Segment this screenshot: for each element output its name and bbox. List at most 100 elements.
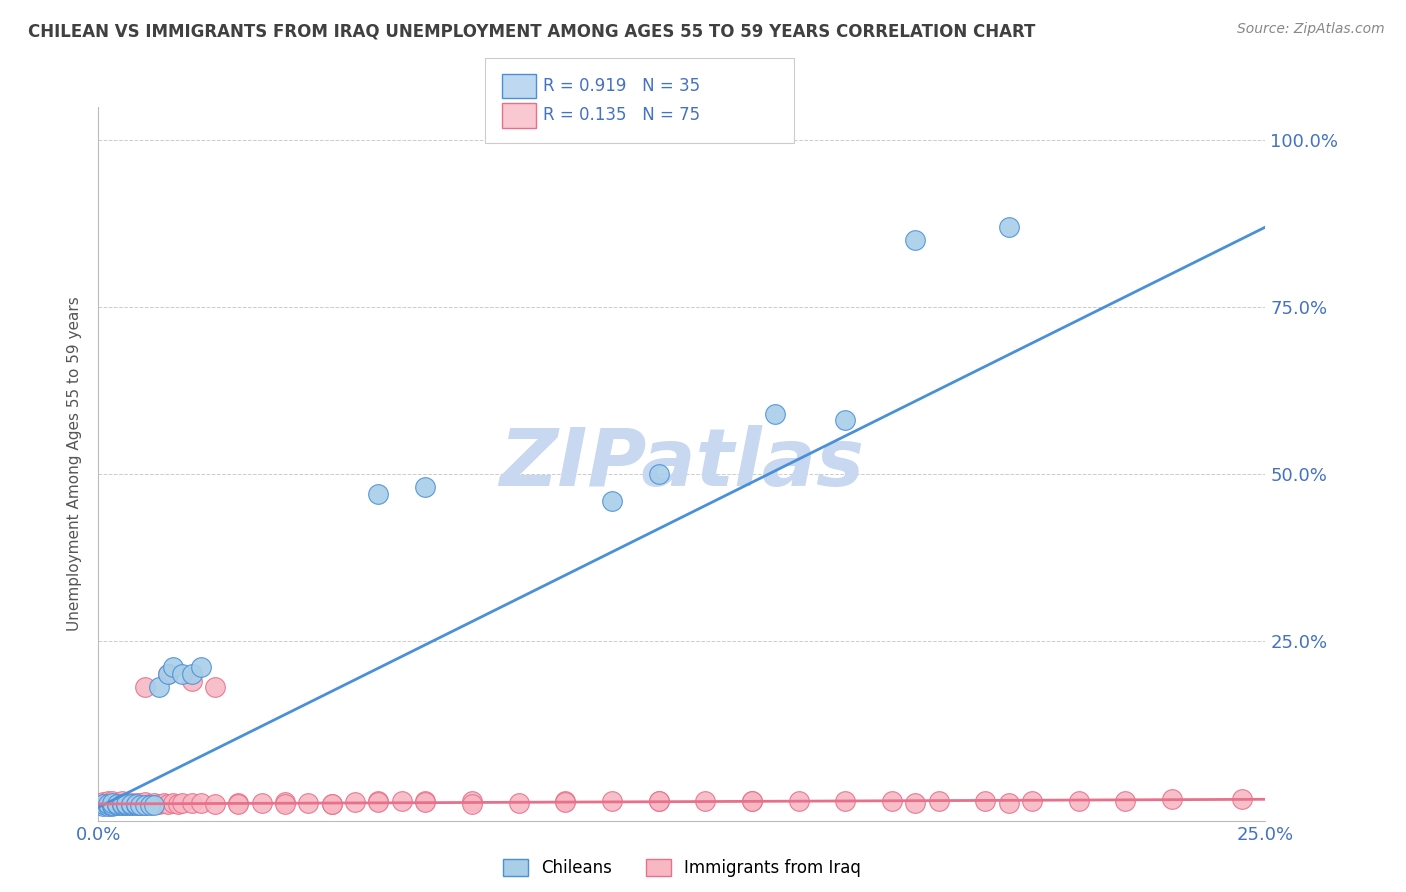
Point	[115, 797, 138, 812]
Point	[647, 794, 669, 808]
Point	[367, 794, 389, 808]
Point	[997, 220, 1019, 235]
Point	[413, 795, 436, 809]
Point	[157, 797, 180, 811]
Point	[101, 798, 124, 813]
Point	[391, 794, 413, 808]
Point	[115, 796, 138, 810]
Point	[115, 797, 138, 811]
Point	[904, 234, 927, 248]
Text: ZIPatlas: ZIPatlas	[499, 425, 865, 503]
Point	[204, 680, 226, 694]
Text: R = 0.135   N = 75: R = 0.135 N = 75	[543, 106, 700, 124]
Point	[166, 797, 188, 811]
Point	[204, 797, 226, 811]
Point	[880, 794, 903, 808]
Point	[367, 487, 389, 501]
Point	[152, 797, 174, 811]
Point	[190, 796, 212, 810]
Point	[741, 794, 763, 808]
Legend: Chileans, Immigrants from Iraq: Chileans, Immigrants from Iraq	[496, 852, 868, 884]
Point	[997, 796, 1019, 810]
Point	[129, 798, 152, 813]
Point	[111, 797, 134, 811]
Point	[274, 797, 297, 811]
Point	[600, 794, 623, 808]
Point	[148, 680, 170, 694]
Point	[600, 493, 623, 508]
Point	[125, 797, 148, 811]
Point	[834, 413, 856, 427]
Point	[228, 797, 250, 811]
Point	[180, 673, 202, 688]
Point	[344, 795, 367, 809]
Point	[120, 797, 142, 811]
Point	[321, 797, 343, 811]
Point	[695, 794, 717, 808]
Point	[134, 680, 156, 694]
Text: Source: ZipAtlas.com: Source: ZipAtlas.com	[1237, 22, 1385, 37]
Point	[143, 797, 166, 811]
Point	[134, 797, 156, 812]
Point	[97, 794, 120, 808]
Point	[134, 797, 156, 812]
Point	[120, 798, 142, 813]
Point	[413, 794, 436, 808]
Point	[162, 660, 184, 674]
Point	[105, 796, 128, 810]
Point	[647, 467, 669, 481]
Point	[554, 795, 576, 809]
Point	[461, 794, 484, 808]
Point	[974, 794, 997, 808]
Y-axis label: Unemployment Among Ages 55 to 59 years: Unemployment Among Ages 55 to 59 years	[67, 296, 83, 632]
Point	[413, 480, 436, 494]
Point	[1161, 792, 1184, 806]
Point	[1067, 794, 1090, 808]
Point	[297, 797, 319, 811]
Text: R = 0.919   N = 35: R = 0.919 N = 35	[543, 77, 700, 95]
Point	[129, 797, 152, 812]
Point	[91, 797, 114, 811]
Point	[97, 798, 120, 813]
Point	[274, 795, 297, 809]
Point	[91, 797, 114, 812]
Point	[125, 798, 148, 813]
Point	[101, 797, 124, 812]
Point	[228, 797, 250, 811]
Point	[461, 797, 484, 811]
Point	[508, 797, 530, 811]
Point	[554, 794, 576, 808]
Point	[250, 796, 273, 810]
Point	[101, 794, 124, 808]
Point	[1021, 794, 1043, 808]
Point	[928, 794, 950, 808]
Point	[120, 797, 142, 811]
Point	[139, 797, 162, 811]
Point	[134, 795, 156, 809]
Point	[105, 797, 128, 811]
Point	[1114, 794, 1136, 808]
Point	[125, 797, 148, 812]
Text: CHILEAN VS IMMIGRANTS FROM IRAQ UNEMPLOYMENT AMONG AGES 55 TO 59 YEARS CORRELATI: CHILEAN VS IMMIGRANTS FROM IRAQ UNEMPLOY…	[28, 22, 1035, 40]
Point	[1230, 792, 1253, 806]
Point	[834, 794, 856, 808]
Point	[97, 797, 120, 811]
Point	[367, 795, 389, 809]
Point	[125, 796, 148, 810]
Point	[129, 796, 152, 810]
Point	[647, 794, 669, 808]
Point	[787, 794, 810, 808]
Point	[157, 667, 180, 681]
Point	[111, 797, 134, 811]
Point	[148, 797, 170, 811]
Point	[120, 798, 142, 813]
Point	[101, 797, 124, 811]
Point	[105, 798, 128, 813]
Point	[172, 796, 194, 810]
Point	[321, 797, 343, 811]
Point	[157, 667, 180, 681]
Point	[111, 794, 134, 808]
Point	[101, 799, 124, 814]
Point	[162, 797, 184, 811]
Point	[101, 796, 124, 810]
